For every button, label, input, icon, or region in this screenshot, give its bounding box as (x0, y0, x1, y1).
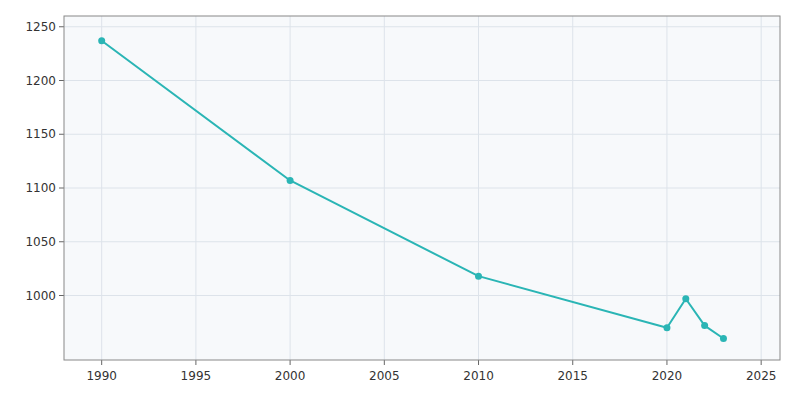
tick-y (59, 241, 64, 242)
tick-label-y: 1200 (25, 74, 56, 88)
tick-label-y: 1250 (25, 20, 56, 34)
tick-label-x: 1990 (86, 369, 117, 383)
tick-x (478, 360, 479, 365)
marker (287, 177, 294, 184)
grid (64, 16, 780, 360)
plot-frame (64, 16, 780, 360)
tick-x (666, 360, 667, 365)
marker (663, 324, 670, 331)
grid-line-y (64, 188, 780, 189)
tick-label-x: 2000 (275, 369, 306, 383)
grid-line-y (64, 26, 780, 27)
marker (475, 273, 482, 280)
grid-line-y (64, 241, 780, 242)
marker (682, 295, 689, 302)
tick-y (59, 26, 64, 27)
tick-label-x: 1995 (181, 369, 212, 383)
tick-label-x: 2010 (463, 369, 494, 383)
marker (701, 322, 708, 329)
chart-container: 1990 1995 2000 2005 2010 2015 2020 2025 1000 1050… (0, 0, 800, 400)
tick-x (384, 360, 385, 365)
tick-x (290, 360, 291, 365)
marker (98, 37, 105, 44)
tick-x (761, 360, 762, 365)
tick-label-x: 2015 (557, 369, 588, 383)
tick-label-x: 2020 (652, 369, 683, 383)
chart-svg: 1990 1995 2000 2005 2010 2015 2020 2025 1000 1050… (0, 0, 800, 400)
line (102, 41, 724, 339)
tick-x (101, 360, 102, 365)
tick-y (59, 134, 64, 135)
tick-label-x: 2005 (369, 369, 400, 383)
marker (720, 335, 727, 342)
tick-label-y: 1100 (25, 181, 56, 195)
tick-x (195, 360, 196, 365)
grid-line-y (64, 295, 780, 296)
series (98, 37, 727, 342)
plot-background (64, 16, 780, 360)
tick-y (59, 188, 64, 189)
tick-label-y: 1000 (25, 289, 56, 303)
tick-label-y: 1150 (25, 127, 56, 141)
grid-line-y (64, 134, 780, 135)
grid-line-y (64, 80, 780, 81)
tick-y (59, 80, 64, 81)
axes: 1990 1995 2000 2005 2010 2015 2020 2025 1000 1050… (25, 16, 780, 383)
tick-y (59, 295, 64, 296)
tick-label-y: 1050 (25, 235, 56, 249)
tick-x (572, 360, 573, 365)
tick-label-x: 2025 (746, 369, 777, 383)
